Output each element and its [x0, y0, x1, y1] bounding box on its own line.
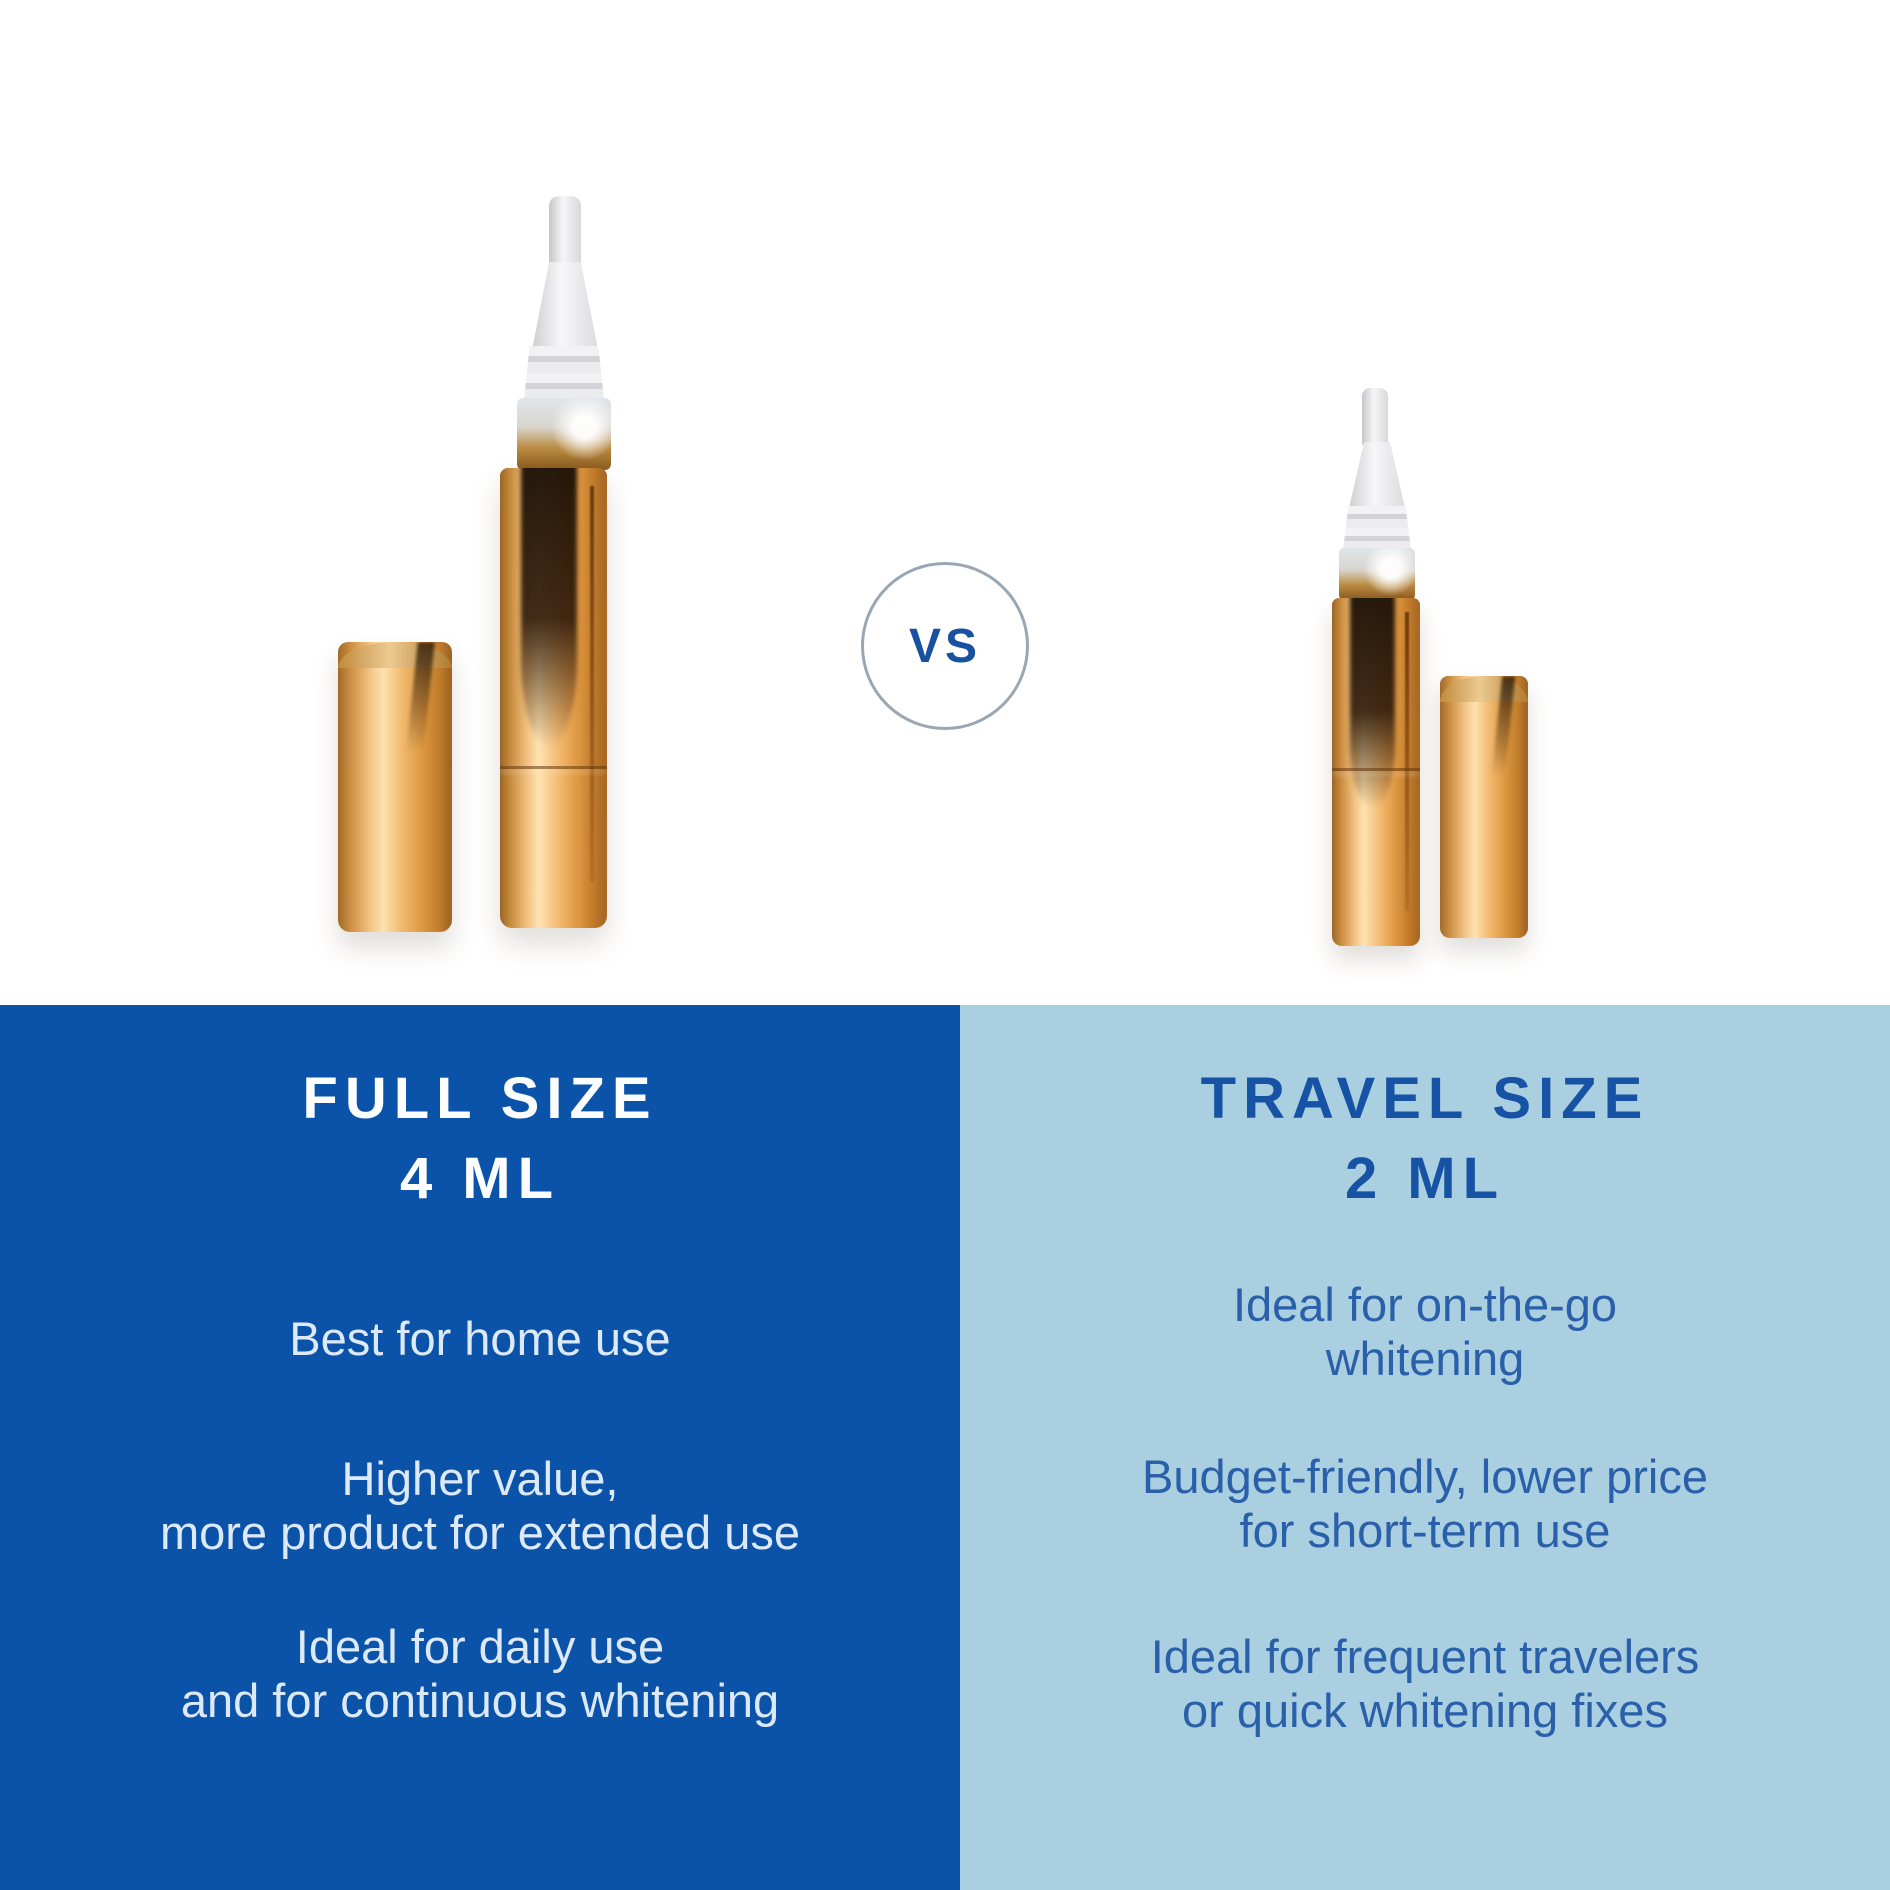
feature-line: Higher value, [341, 1452, 619, 1505]
gold-edge-line [1405, 611, 1410, 912]
vs-badge: VS [861, 562, 1029, 730]
full-size-pen-brush-tip [549, 196, 581, 266]
body-seam [1332, 768, 1420, 771]
feature-line: more product for extended use [159, 1506, 801, 1559]
travel-size-feature-2: Budget-friendly, lower price for short-t… [960, 1450, 1890, 1558]
full-size-pen-body [500, 468, 607, 928]
travel-size-feature-1: Ideal for on-the-go whitening [960, 1278, 1890, 1386]
travel-size-pen-collar-rings [1343, 506, 1411, 550]
full-size-pen-image [338, 196, 611, 932]
feature-line: whitening [1325, 1332, 1525, 1385]
travel-size-pen-brush-tip [1362, 388, 1388, 446]
full-size-feature-2: Higher value, more product for extended … [0, 1452, 960, 1560]
feature-line: or quick whitening fixes [1182, 1684, 1668, 1737]
vs-label: VS [908, 619, 982, 673]
full-size-pen-collar-rings [524, 346, 604, 400]
gold-reflection [521, 468, 578, 748]
travel-size-feature-3: Ideal for frequent travelers or quick wh… [960, 1630, 1890, 1738]
travel-size-pen-cap [1440, 676, 1528, 938]
full-size-title-line1: FULL SIZE [302, 1066, 658, 1131]
feature-line: Ideal for frequent travelers [1150, 1630, 1700, 1683]
full-size-pen-clear-window [517, 398, 611, 470]
travel-size-pen-body [1332, 598, 1420, 946]
feature-line: Ideal for daily use [295, 1620, 665, 1673]
full-size-feature-3: Ideal for daily use and for continuous w… [0, 1620, 960, 1728]
feature-line: Ideal for on-the-go [1232, 1278, 1618, 1331]
travel-size-pen-image [1332, 388, 1528, 946]
feature-line: Budget-friendly, lower price [1142, 1450, 1708, 1503]
full-size-title-line2: 4 ML [399, 1146, 561, 1211]
full-size-pen-cap [338, 642, 452, 932]
feature-line: and for continuous whitening [180, 1674, 780, 1727]
full-size-panel: FULL SIZE 4 ML Best for home use Higher … [0, 1005, 960, 1890]
product-photo-area: VS [338, 196, 1528, 946]
travel-size-pen-nozzle-cone [1349, 442, 1405, 508]
travel-size-title-line2: 2 ML [1344, 1146, 1506, 1211]
gold-edge-line [590, 486, 595, 882]
feature-line: Best for home use [289, 1312, 671, 1365]
travel-size-panel: TRAVEL SIZE 2 ML Ideal for on-the-go whi… [960, 1005, 1890, 1890]
gold-reflection [1349, 598, 1396, 808]
body-seam [500, 766, 607, 769]
feature-line: for short-term use [1239, 1504, 1611, 1557]
travel-size-pen-clear-window [1339, 548, 1415, 600]
full-size-feature-1: Best for home use [0, 1312, 960, 1366]
travel-size-title-line1: TRAVEL SIZE [1200, 1066, 1650, 1131]
